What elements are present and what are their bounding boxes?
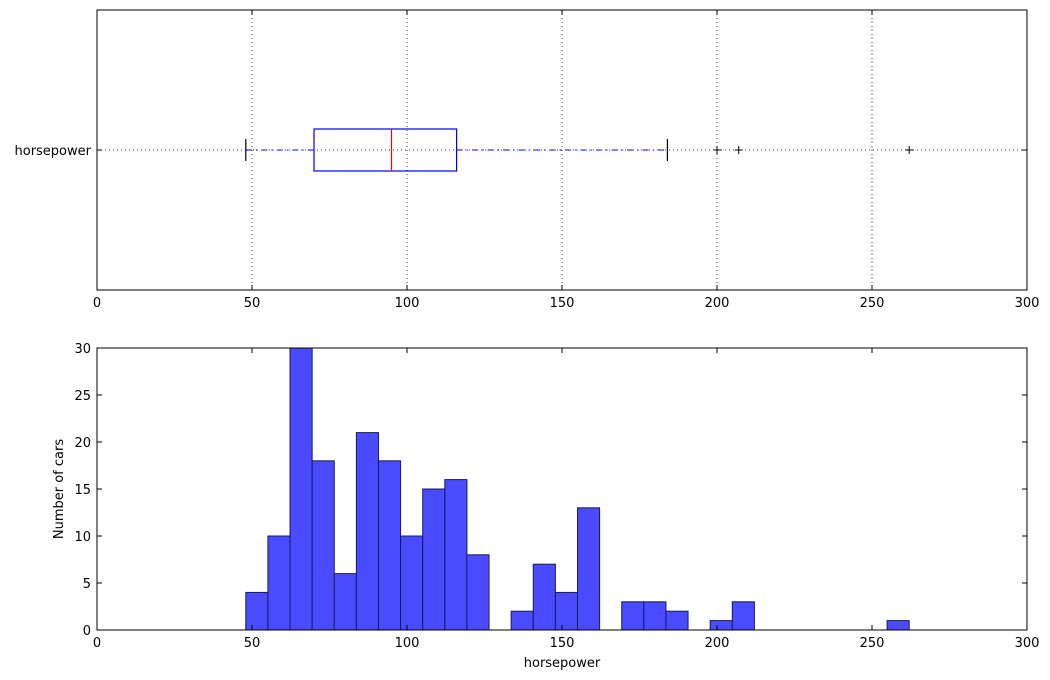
histogram-bar-9	[444, 479, 468, 631]
histogram-bar-19	[665, 610, 689, 631]
y-tick-label-1: 5	[83, 577, 91, 592]
boxplot-panel: 0 50 100 150 200 250 300 horsepower	[15, 9, 1040, 311]
outlier-point-2	[905, 146, 914, 154]
histogram-bar-8	[422, 488, 446, 631]
x-tick-label-3: 150	[550, 636, 575, 651]
histogram-bar-3	[311, 460, 335, 631]
y-tick-label-4: 20	[74, 436, 91, 451]
histogram-bar-5	[355, 432, 379, 631]
histogram-bar-12	[510, 610, 534, 631]
histogram-y-ticks: 0 5 10 15 20 25 30	[74, 342, 1027, 639]
y-tick-label-3: 15	[74, 483, 91, 498]
histogram-bar-22	[731, 601, 755, 631]
histogram-axes-frame	[96, 347, 1028, 631]
histogram-bar-7	[400, 535, 424, 631]
histogram-bar-14	[554, 591, 578, 631]
histogram-bar-21	[709, 620, 733, 631]
x-tick-label-2: 100	[395, 636, 420, 651]
histogram-x-axis-label: horsepower	[524, 656, 601, 671]
y-tick-label-6: 30	[74, 342, 91, 357]
x-tick-label-6: 300	[1015, 636, 1040, 651]
histogram-bar-4	[333, 573, 357, 631]
y-tick-label-5: 25	[74, 389, 91, 404]
x-tick-label-1: 50	[244, 636, 261, 651]
histogram-bar-10	[466, 554, 490, 631]
histogram-panel: 0 50 100 150 200 250 300 0 5 10 15 20 25 30 horsepow…	[52, 342, 1039, 671]
x-tick-label-0: 0	[93, 296, 101, 311]
y-tick-label-2: 10	[74, 530, 91, 545]
histogram-bar-2	[289, 347, 313, 631]
histogram-bar-18	[643, 601, 667, 631]
boxplot-category-label: horsepower	[15, 144, 92, 159]
x-tick-label-6: 300	[1015, 296, 1040, 311]
histogram-bar-15	[577, 507, 601, 631]
x-tick-label-4: 200	[705, 636, 730, 651]
x-tick-label-0: 0	[93, 636, 101, 651]
outlier-point-0	[713, 146, 721, 154]
y-tick-label-0: 0	[83, 624, 91, 639]
boxplot-grid	[96, 10, 1028, 290]
histogram-bar-0	[245, 591, 269, 631]
x-tick-label-5: 250	[860, 296, 885, 311]
x-tick-label-1: 50	[244, 296, 261, 311]
histogram-bar-6	[377, 460, 402, 631]
x-tick-label-5: 250	[860, 636, 885, 651]
histogram-x-ticks: 0 50 100 150 200 250 300	[93, 348, 1040, 651]
histogram-bar-13	[532, 563, 556, 631]
x-tick-label-4: 200	[705, 296, 730, 311]
histogram-bar-29	[886, 620, 910, 631]
outlier-point-1	[734, 146, 743, 154]
histogram-bars	[245, 347, 910, 631]
histogram-bar-1	[267, 535, 291, 631]
boxplot-x-ticks: 0 50 100 150 200 250 300	[93, 10, 1040, 311]
x-tick-label-3: 150	[550, 296, 575, 311]
iqr-box	[313, 128, 458, 172]
boxplot	[245, 128, 914, 172]
histogram-y-axis-label: Number of cars	[52, 439, 67, 539]
histogram-bar-17	[621, 601, 645, 631]
x-tick-label-2: 100	[395, 296, 420, 311]
